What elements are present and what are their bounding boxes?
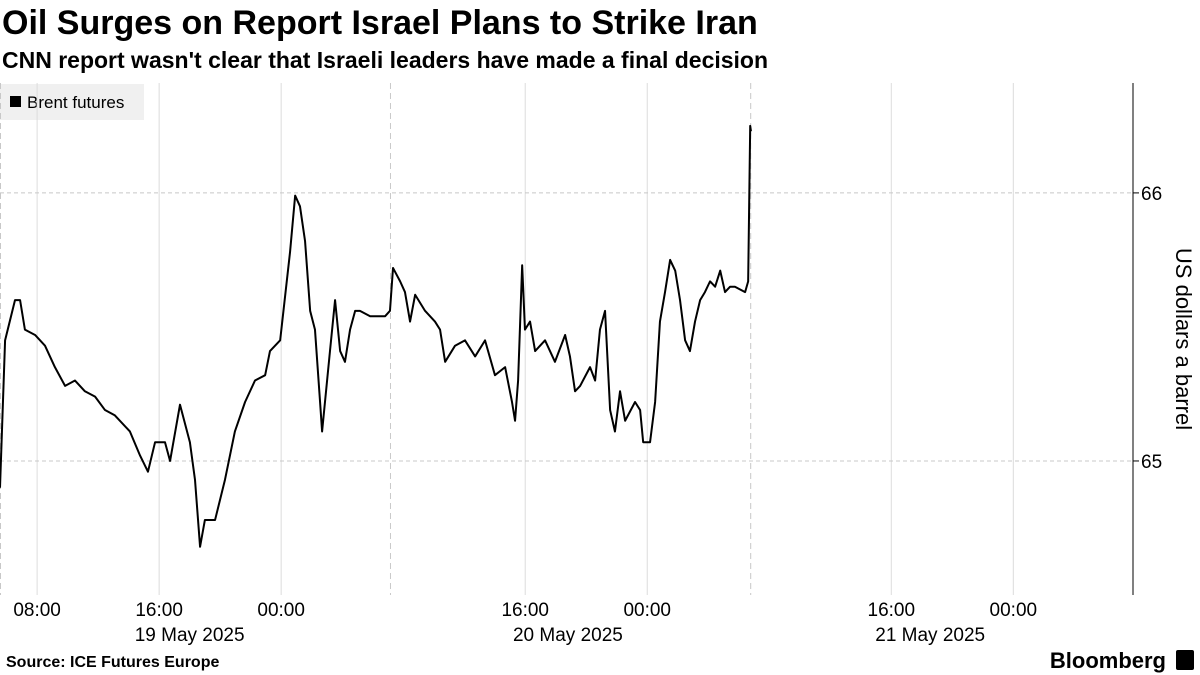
x-tick-label: 08:00 xyxy=(13,600,61,621)
y-axis-label: US dollars a barrel xyxy=(1171,248,1196,430)
legend-box xyxy=(0,84,144,120)
y-tick-label: 65 xyxy=(1141,452,1162,473)
legend-swatch xyxy=(10,96,21,107)
source: Source: ICE Futures Europe xyxy=(6,654,219,671)
chart-subtitle: CNN report wasn't clear that Israeli lea… xyxy=(2,47,768,73)
x-tick-label: 16:00 xyxy=(868,600,916,621)
price-line xyxy=(0,124,752,548)
x-date-label: 19 May 2025 xyxy=(135,625,245,646)
brand-icon xyxy=(1176,650,1194,670)
x-date-label: 21 May 2025 xyxy=(875,625,985,646)
x-tick-label: 00:00 xyxy=(257,600,305,621)
legend-label: Brent futures xyxy=(27,93,124,112)
chart-title: Oil Surges on Report Israel Plans to Str… xyxy=(2,4,758,42)
x-tick-label: 00:00 xyxy=(990,600,1038,621)
plot: 08:00 16:00 00:00 16:00 00:00 16:00 00:00 19 Ma… xyxy=(0,83,1162,646)
x-tick-label: 16:00 xyxy=(501,600,549,621)
x-tick-label: 00:00 xyxy=(623,600,671,621)
x-date-label: 20 May 2025 xyxy=(513,625,623,646)
y-tick-label: 66 xyxy=(1141,184,1162,205)
brand: Bloomberg xyxy=(1050,648,1166,673)
x-tick-label: 16:00 xyxy=(135,600,183,621)
